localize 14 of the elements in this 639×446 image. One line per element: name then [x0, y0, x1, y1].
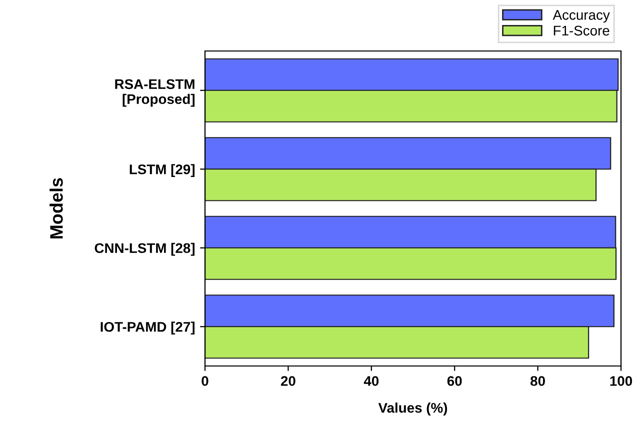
legend-label: Accuracy	[552, 10, 610, 23]
x-tick-label: 40	[364, 376, 379, 386]
x-tick-label: 100	[610, 376, 632, 386]
x-axis-title: Values (%)	[378, 402, 448, 416]
x-tick-label: 80	[530, 376, 545, 386]
x-tick-label: 20	[280, 376, 296, 386]
y-tick-label: RSA-ELSTM [Proposed]	[115, 79, 195, 107]
y-axis-title: Models	[50, 178, 63, 238]
x-tick-label: 60	[447, 376, 462, 386]
x-tick-label: 0	[202, 376, 208, 386]
legend-label: F1-Score	[554, 26, 610, 36]
y-tick-label: CNN-LSTM [28]	[94, 242, 195, 256]
y-tick-label: LSTM [29]	[130, 164, 195, 178]
y-tick-label: IOT-PAMD [27]	[100, 322, 195, 335]
